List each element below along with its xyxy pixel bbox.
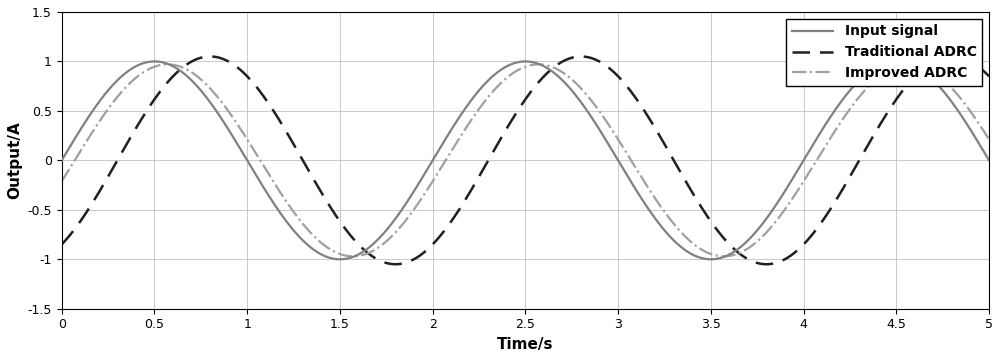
Traditional ADRC (237, 70, 249, 75)
Improved ADRC (60, 172, 72, 177)
Input signal (94, 98, 106, 103)
Legend: Input signal, Traditional ADRC, Improved ADRC: Input signal, Traditional ADRC, Improved… (786, 19, 982, 86)
Traditional ADRC (94, 188, 106, 192)
Improved ADRC (934, 75, 946, 79)
Traditional ADRC (760, 262, 772, 266)
Improved ADRC (237, 131, 249, 136)
Improved ADRC (903, 62, 915, 66)
Line: Input signal: Input signal (62, 61, 989, 259)
X-axis label: Time/s: Time/s (497, 337, 554, 352)
Traditional ADRC (56, 242, 68, 247)
Y-axis label: Output/A: Output/A (7, 121, 22, 199)
Input signal (509, 61, 521, 65)
Improved ADRC (94, 118, 106, 122)
Traditional ADRC (509, 113, 521, 117)
Traditional ADRC (946, 54, 958, 59)
Traditional ADRC (111, 159, 123, 163)
Line: Traditional ADRC: Traditional ADRC (62, 56, 989, 264)
Traditional ADRC (934, 56, 946, 61)
Input signal (56, 158, 68, 163)
Improved ADRC (56, 179, 68, 183)
Traditional ADRC (983, 74, 995, 79)
Improved ADRC (718, 254, 730, 258)
Input signal (148, 59, 160, 64)
Improved ADRC (111, 95, 123, 99)
Input signal (983, 158, 995, 163)
Input signal (934, 85, 946, 89)
Improved ADRC (983, 137, 995, 141)
Input signal (238, 152, 250, 157)
Input signal (111, 78, 123, 83)
Traditional ADRC (60, 238, 72, 242)
Line: Improved ADRC: Improved ADRC (62, 64, 989, 256)
Input signal (60, 151, 72, 155)
Input signal (334, 257, 346, 261)
Improved ADRC (509, 70, 521, 74)
